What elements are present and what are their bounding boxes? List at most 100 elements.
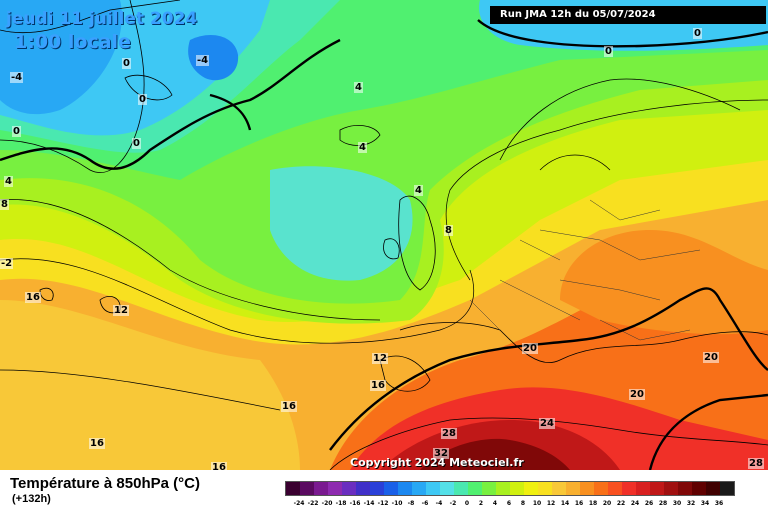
island-outline [39,287,54,301]
contour-label: 8 [444,225,453,236]
color-scale [285,481,735,496]
twenty-isotherm-east [648,393,768,470]
contour-label: 16 [25,292,41,303]
color-swatch [566,482,580,495]
color-swatch [468,482,482,495]
color-swatch [706,482,720,495]
color-scale-tick: -4 [435,500,443,507]
color-scale-tick: 6 [506,500,512,507]
contour-label: 16 [89,438,105,449]
color-swatch [384,482,398,495]
mediterranean-north-coast [399,322,768,363]
contour-label: 16 [370,380,386,391]
color-scale-tick: -12 [377,500,389,507]
twenty-isotherm [329,287,768,451]
border-lines [469,199,701,341]
color-swatch [650,482,664,495]
footer: Température à 850hPa (°C) (+132h) -24 -22… [0,470,768,512]
iceland-coast [339,125,381,146]
color-swatch [300,482,314,495]
svalbard-coast [124,74,173,101]
contour-12 [0,258,474,344]
contour-label: 28 [441,428,457,439]
color-scale-tick: -8 [407,500,415,507]
contour-label: 0 [122,58,131,69]
contour-label: -2 [0,258,14,269]
color-scale-tick: 32 [686,500,696,507]
color-scale-tick: 16 [574,500,584,507]
valid-date: jeudi 11 juillet 2024 [6,9,198,29]
contour-label: 0 [12,126,21,137]
color-swatch [594,482,608,495]
color-swatch [454,482,468,495]
copyright: Copyright 2024 Meteociel.fr [350,456,524,469]
contour-label: 4 [4,176,13,187]
color-swatch [720,482,734,495]
contour-8-east [445,99,768,281]
contour-8 [0,199,381,321]
color-swatch [664,482,678,495]
color-swatch [552,482,566,495]
color-scale-tick: 4 [492,500,498,507]
color-scale-tick: 36 [714,500,724,507]
contour-label: 4 [414,185,423,196]
contour-label: 20 [703,352,719,363]
field-band-16 [0,300,300,470]
color-scale-tick: -10 [391,500,403,507]
contour-label: -4 [196,55,210,66]
color-scale-tick: -2 [449,500,457,507]
color-scale-tick: -24 [293,500,305,507]
field-cool-pool [270,166,413,281]
color-scale-tick: 18 [588,500,598,507]
color-swatch [370,482,384,495]
color-scale-tick: 10 [532,500,542,507]
zero-isotherm-west [0,38,341,170]
color-swatch [356,482,370,495]
color-scale-tick: 30 [672,500,682,507]
contour-label: 12 [372,353,388,364]
color-swatch [496,482,510,495]
color-swatch [636,482,650,495]
product-title: Température à 850hPa (°C) [10,475,200,492]
color-swatch [314,482,328,495]
contour-label: 4 [358,142,367,153]
color-scale-tick: 20 [602,500,612,507]
color-scale-tick: 26 [644,500,654,507]
color-scale-tick: -6 [421,500,429,507]
color-swatch [440,482,454,495]
run-label: Run JMA 12h du 05/07/2024 [490,6,766,24]
zero-isotherm-seg [209,93,252,131]
contour-label: 16 [281,401,297,412]
contour-label: -4 [10,72,24,83]
color-scale-tick: 12 [546,500,556,507]
contour-label: 0 [693,28,702,39]
zero-isotherm-north [477,19,768,48]
color-swatch [580,482,594,495]
contour-label: 0 [132,138,141,149]
contour-16 [0,369,281,411]
valid-time: 1:00 locale [14,31,131,53]
color-scale-tick: 22 [616,500,626,507]
contour-label: 16 [211,462,227,470]
color-scale-tick: 28 [658,500,668,507]
color-swatch [622,482,636,495]
contour-label: 0 [604,46,613,57]
contour-label: 20 [629,389,645,400]
color-scale-tick: 2 [478,500,484,507]
color-swatch [328,482,342,495]
contour-label: 20 [522,343,538,354]
contour-label: 32 [433,448,449,459]
color-swatch [426,482,440,495]
color-swatch [398,482,412,495]
color-scale-tick: -18 [335,500,347,507]
color-scale-tick: -16 [349,500,361,507]
uk-coast [398,195,436,291]
color-scale-tick: 24 [630,500,640,507]
contour-label: 24 [539,418,555,429]
color-scale-tick: -22 [307,500,319,507]
color-swatch [608,482,622,495]
color-swatch [510,482,524,495]
contour-label: 12 [113,305,129,316]
thick-contours [0,19,768,470]
temperature-field [0,0,768,470]
